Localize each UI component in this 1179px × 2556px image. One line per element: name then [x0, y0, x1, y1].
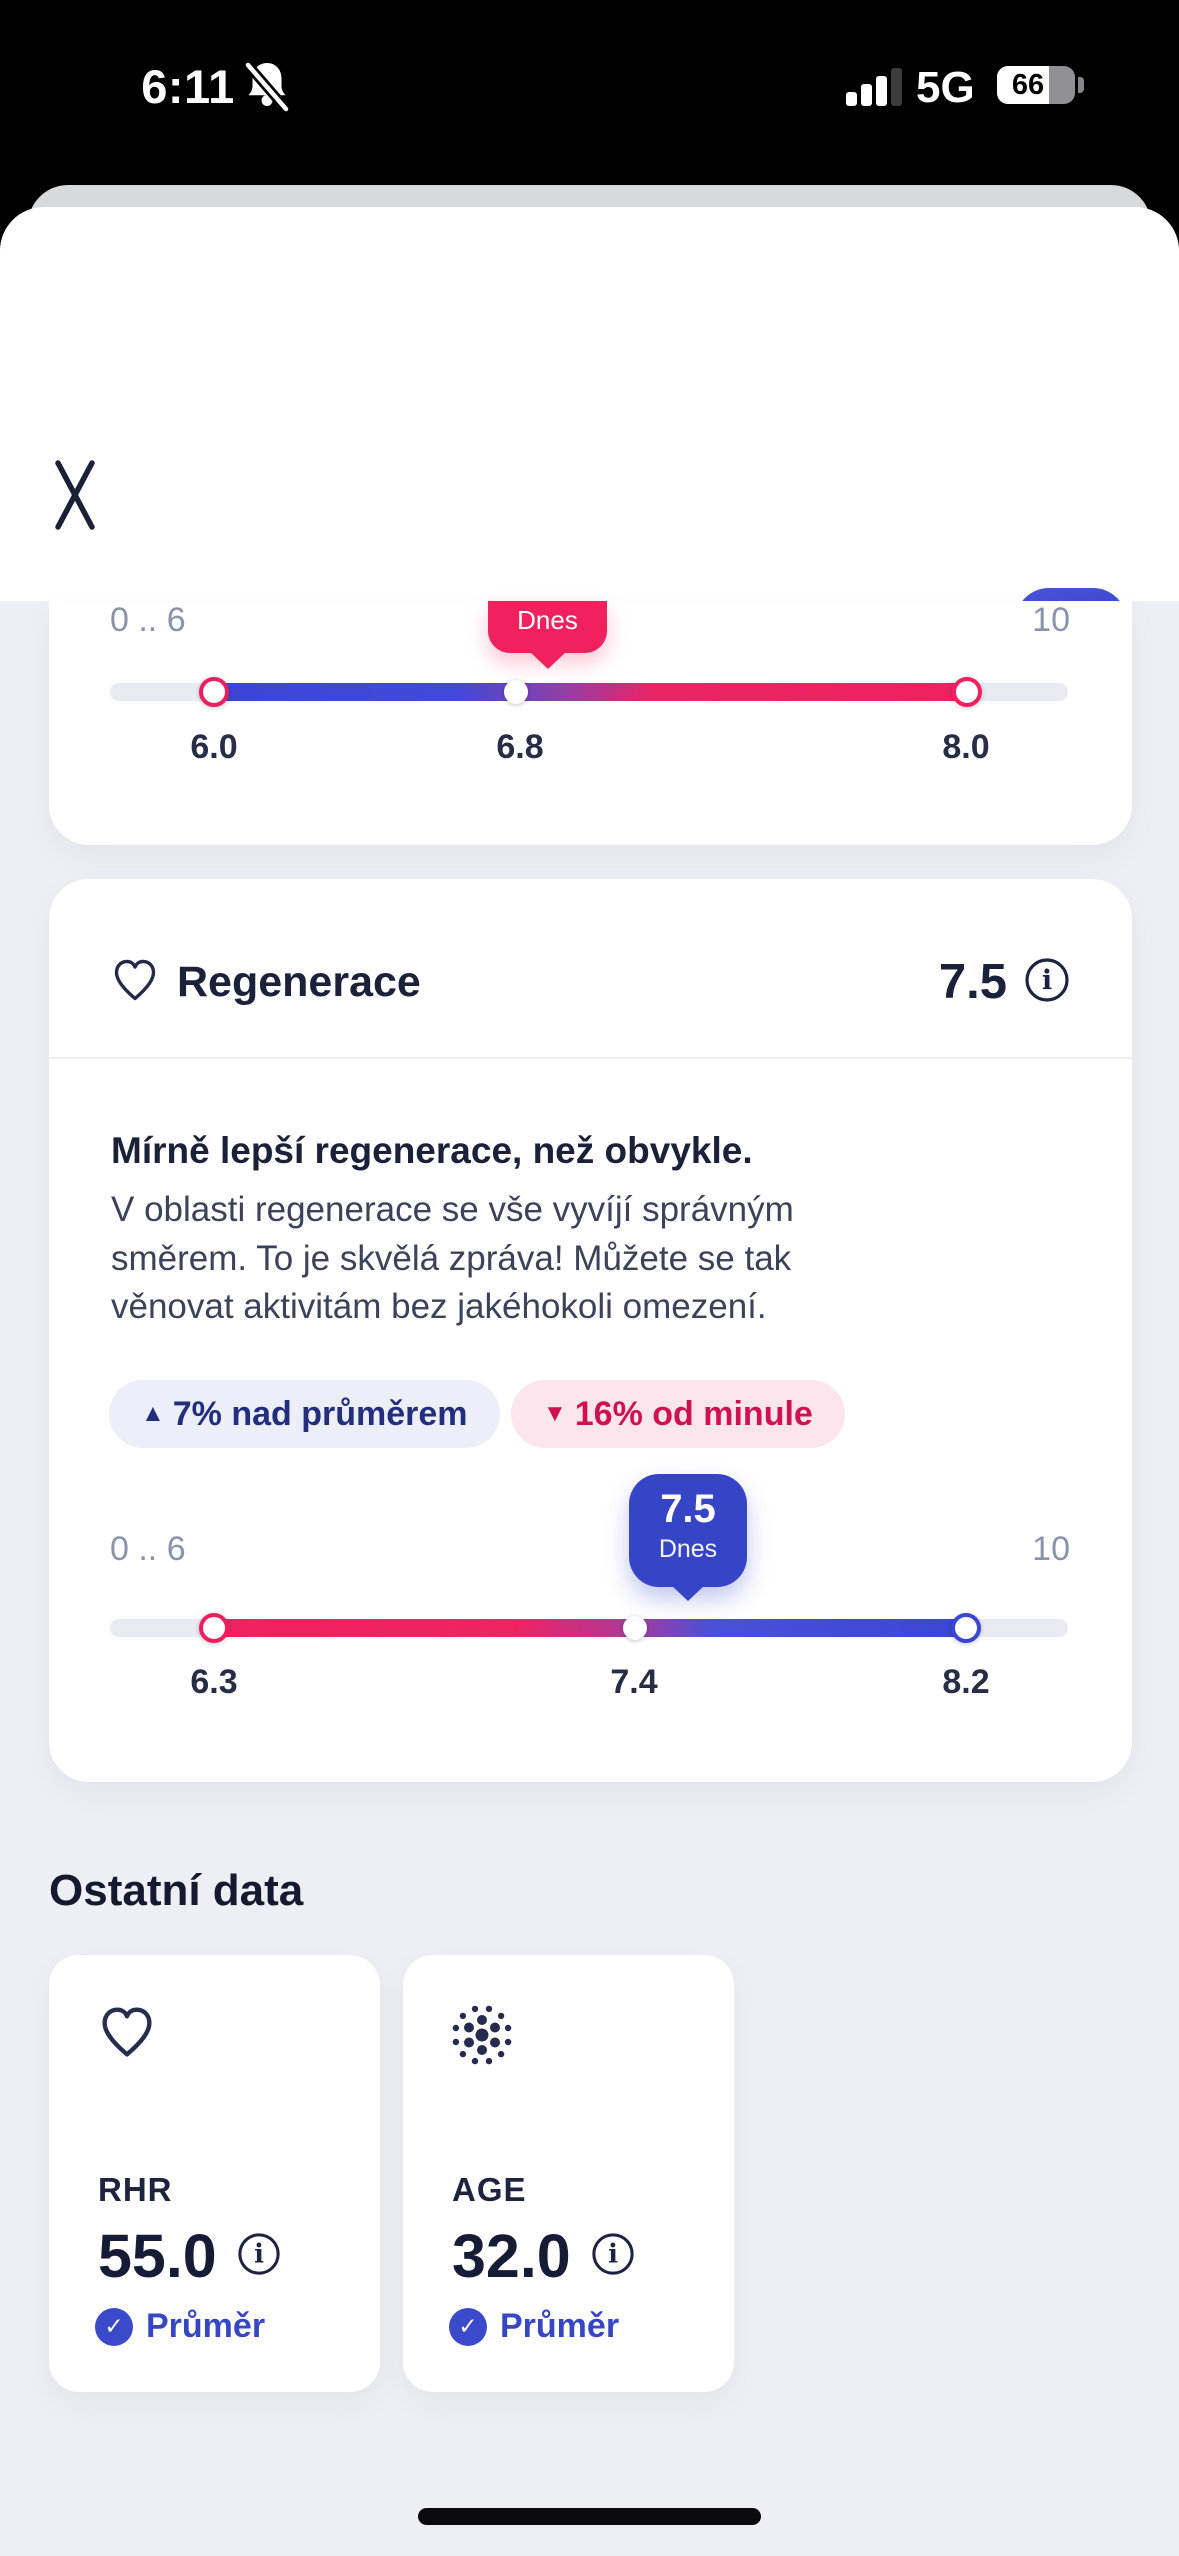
age-card[interactable]: AGE 32.0 i ✓ Průměr [403, 1955, 734, 2392]
card-title: Regenerace [177, 957, 421, 1006]
tooltip-label: Dnes [658, 1535, 718, 1563]
status-bar: 6:11 5G 66 [0, 0, 1179, 185]
heart-icon [98, 2005, 156, 2064]
scale-min-label: 0 .. 6 [110, 1530, 186, 1568]
average-badge: ✓ Průměr [449, 2307, 619, 2346]
value-label-avg: 6.8 [496, 728, 544, 766]
value-label-min: 6.3 [190, 1663, 238, 1701]
info-icon[interactable]: i [237, 2232, 281, 2281]
scale-min-label: 0 .. 6 [110, 601, 186, 639]
other-data-heading: Ostatní data [49, 1866, 304, 1915]
battery-percent: 66 [1011, 69, 1045, 101]
value-label-avg: 7.4 [610, 1663, 658, 1701]
arrow-up-icon: ▲ [141, 1400, 165, 1427]
tooltip-pointer [530, 652, 566, 669]
info-icon[interactable]: i [591, 2232, 635, 2281]
metric-label: AGE [452, 2171, 527, 2208]
arrow-down-icon: ▼ [543, 1400, 567, 1427]
bell-slash-icon [243, 60, 291, 117]
insight-body: V oblasti regenerace se vše vyvíjí správ… [111, 1190, 794, 1326]
today-tooltip: 7.5 Dnes [629, 1474, 747, 1587]
metric-value: 32.0 [452, 2222, 571, 2290]
scale-max-label: 10 [1032, 1530, 1070, 1568]
marker-min [199, 1613, 229, 1643]
top-metric-card: 0 .. 6 10 Dnes 6.0 6.8 8.0 [49, 601, 1132, 845]
tooltip-pointer [671, 1585, 705, 1601]
marker-max [952, 677, 982, 707]
home-indicator[interactable] [418, 2508, 761, 2525]
clock: 6:11 [141, 60, 235, 113]
check-icon: ✓ [95, 2307, 133, 2346]
metric-value: 55.0 [98, 2222, 217, 2290]
average-badge: ✓ Průměr [95, 2307, 265, 2346]
halftone-dots-icon [452, 2005, 512, 2070]
insight-headline: Mírně lepší regenerace, než obvykle. [111, 1130, 753, 1171]
scale-max-label: 10 [1032, 601, 1070, 639]
score-scale-track [110, 683, 1068, 701]
today-tooltip: Dnes [488, 601, 607, 653]
network-type: 5G [916, 63, 975, 112]
scale-gradient-fill [214, 1619, 966, 1637]
cellular-signal-icon [846, 64, 904, 106]
marker-min [199, 677, 229, 707]
value-label-min: 6.0 [190, 728, 238, 766]
close-icon [44, 460, 106, 537]
battery-nub [1078, 77, 1084, 93]
above-average-badge: ▲ 7% nad průměrem [109, 1380, 500, 1448]
marker-avg [623, 1616, 647, 1640]
battery-icon: 66 [997, 66, 1075, 104]
heart-icon [111, 958, 159, 1007]
info-icon[interactable]: i [1024, 957, 1070, 1008]
sheet-header: 3 Sob 4 Ned 5 Pon 6 Úte 7 Stř 8 Čtv 9 Pá… [0, 207, 1179, 740]
divider [49, 1057, 1132, 1059]
since-last-badge: ▼ 16% od minule [511, 1380, 845, 1448]
score-scale-track [110, 1619, 1068, 1637]
value-label-max: 8.0 [942, 728, 990, 766]
rhr-card[interactable]: RHR 55.0 i ✓ Průměr [49, 1955, 380, 2392]
regeneration-card: Regenerace 7.5 i Mírně lepší regenerace,… [49, 879, 1132, 1782]
marker-avg [504, 680, 528, 704]
regeneration-header: Regenerace 7.5 i [111, 947, 1070, 1017]
metric-label: RHR [98, 2171, 173, 2208]
value-label-max: 8.2 [942, 1663, 990, 1701]
svg-text:i: i [608, 2239, 618, 2269]
score-value: 7.5 [938, 955, 1007, 1009]
svg-text:i: i [1042, 965, 1052, 996]
marker-max [951, 1613, 981, 1643]
scale-gradient-fill [214, 683, 967, 701]
tooltip-value: 7.5 [660, 1487, 716, 1531]
check-icon: ✓ [449, 2307, 487, 2346]
svg-text:i: i [254, 2239, 264, 2269]
close-button[interactable] [44, 457, 106, 533]
